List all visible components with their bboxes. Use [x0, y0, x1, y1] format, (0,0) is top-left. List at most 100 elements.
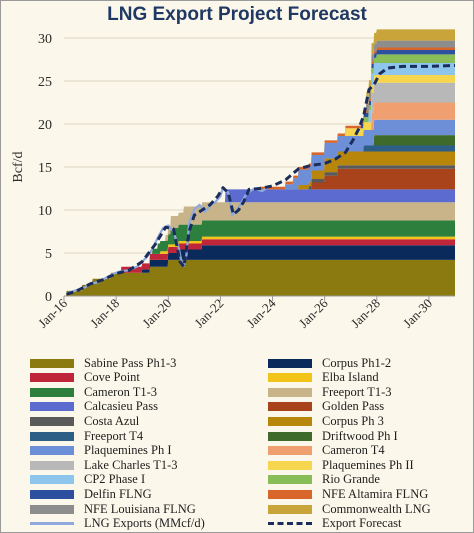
y-tick-label: 0	[45, 290, 52, 305]
legend-swatch	[268, 402, 312, 412]
legend-item: Driftwood Ph I	[268, 429, 398, 443]
legend-item: CP2 Phase I	[30, 472, 146, 487]
legend-item: Calcasieu Pass	[30, 399, 158, 414]
legend-swatch	[268, 416, 312, 426]
legend-label: Elba Island	[322, 370, 379, 385]
legend-swatch	[30, 387, 74, 397]
legend-item: Lake Charles T1-3	[30, 458, 178, 472]
legend-swatch	[268, 373, 312, 383]
legend-item: Costa Azul	[30, 414, 139, 428]
legend-label: Corpus Ph 3	[322, 413, 384, 428]
legend-swatch	[268, 489, 312, 499]
legend-swatch	[268, 358, 312, 368]
legend-label: Driftwood Ph I	[322, 428, 398, 443]
x-tick-label: Jan-26	[296, 295, 331, 330]
area-calcasieu-pass	[64, 189, 455, 296]
legend-label: Commonwealth LNG	[322, 501, 431, 516]
legend-label: LNG Exports (MMcf/d)	[84, 516, 205, 531]
legend-item: Golden Pass	[268, 399, 385, 414]
legend-swatch	[268, 431, 312, 441]
legend-swatch	[30, 431, 74, 441]
legend-label: Costa Azul	[84, 413, 140, 428]
legend-swatch	[30, 504, 74, 514]
legend-item: Corpus Ph 3	[268, 414, 384, 428]
area-sabine-pass-ph1-3	[64, 259, 455, 296]
y-tick-label: 20	[38, 118, 52, 133]
legend-label: Cameron T4	[322, 443, 385, 458]
legend-item: Cove Point	[30, 370, 140, 385]
legend-item: Cameron T4	[268, 443, 385, 458]
legend-label: Calcasieu Pass	[84, 399, 158, 414]
legend-label: Rio Grande	[322, 472, 380, 487]
area-cameron-t1-3	[64, 220, 455, 296]
legend-swatch	[268, 460, 312, 470]
legend-item: NFE Louisiana FLNG	[30, 502, 196, 516]
legend-label: Freeport T1-3	[322, 384, 392, 399]
legend-swatch	[30, 402, 74, 412]
legend-item: NFE Altamira FLNG	[268, 487, 428, 501]
legend-item: LNG Exports (MMcf/d)	[30, 516, 205, 531]
y-tick-label: 5	[45, 247, 52, 262]
area-golden-pass	[64, 168, 455, 296]
legend-item: Commonwealth LNG	[268, 502, 431, 516]
legend-label: NFE Altamira FLNG	[322, 486, 429, 501]
legend-item: Export Forecast	[268, 516, 402, 531]
legend-swatch	[30, 358, 74, 368]
legend-item: Corpus Ph1-2	[268, 356, 391, 370]
y-tick-label: 30	[38, 32, 52, 47]
chart-legend: Sabine Pass Ph1-3 Corpus Ph1-2 Cove Point E…	[30, 356, 470, 532]
legend-label: Cameron T1-3	[84, 384, 158, 399]
legend-swatch	[30, 489, 74, 499]
legend-label: Plaquemines Ph I	[84, 443, 172, 458]
legend-label: Cove Point	[84, 370, 140, 385]
legend-swatch	[268, 387, 312, 397]
legend-item: Plaquemines Ph II	[268, 458, 414, 472]
legend-label: Delfin FLNG	[84, 486, 152, 501]
area-elba-island	[64, 236, 455, 296]
legend-swatch	[30, 446, 74, 456]
chart-svg: 0 5 10 15 20 25 30 Jan-16 Jan-18 Jan-20 Jan-22 Jan-…	[11, 29, 456, 331]
legend-label: Lake Charles T1-3	[84, 457, 178, 472]
legend-swatch	[30, 373, 74, 383]
legend-swatch	[268, 475, 312, 485]
area-cove-point	[64, 239, 455, 296]
legend-swatch	[30, 416, 74, 426]
legend-item: Rio Grande	[268, 472, 380, 487]
legend-label: NFE Louisiana FLNG	[84, 501, 196, 516]
legend-item: Sabine Pass Ph1-3	[30, 356, 176, 370]
legend-label: Export Forecast	[322, 516, 402, 531]
y-tick-label: 25	[38, 75, 52, 90]
legend-item: Cameron T1-3	[30, 385, 157, 399]
y-tick-label: 10	[38, 204, 52, 219]
legend-label: Corpus Ph1-2	[322, 355, 392, 370]
legend-label: Sabine Pass Ph1-3	[84, 355, 177, 370]
legend-item: Elba Island	[268, 370, 379, 385]
legend-label: CP2 Phase I	[84, 472, 146, 487]
area-freeport-t1-3	[64, 202, 455, 296]
legend-label: Plaquemines Ph II	[322, 457, 414, 472]
legend-swatch	[268, 522, 312, 526]
x-tick-label: Jan-30	[400, 296, 435, 331]
area-corpus-ph1-2	[64, 245, 455, 296]
chart-title: LNG Export Project Forecast	[107, 4, 367, 25]
x-tick-label: Jan-28	[348, 296, 383, 331]
legend-swatch	[30, 522, 74, 526]
legend-swatch	[30, 475, 74, 485]
legend-swatch	[268, 446, 312, 456]
legend-item: Freeport T1-3	[268, 385, 392, 399]
legend-item: Plaquemines Ph I	[30, 443, 172, 458]
legend-label: Golden Pass	[322, 399, 385, 414]
x-tick-label: Jan-18	[87, 296, 122, 331]
legend-swatch	[268, 504, 312, 514]
x-tick-label: Jan-20	[139, 296, 174, 331]
legend-item: Delfin FLNG	[30, 487, 152, 501]
y-axis-label: Bcf/d	[11, 151, 26, 182]
x-tick-label: Jan-16	[35, 295, 70, 330]
x-tick-label: Jan-24	[244, 295, 279, 330]
y-tick-label: 15	[38, 161, 52, 176]
x-tick-label: Jan-22	[191, 296, 226, 331]
legend-item: Freeport T4	[30, 429, 143, 443]
line-export-forecast	[66, 64, 456, 296]
legend-label: Freeport T4	[84, 428, 144, 443]
legend-swatch	[30, 460, 74, 470]
